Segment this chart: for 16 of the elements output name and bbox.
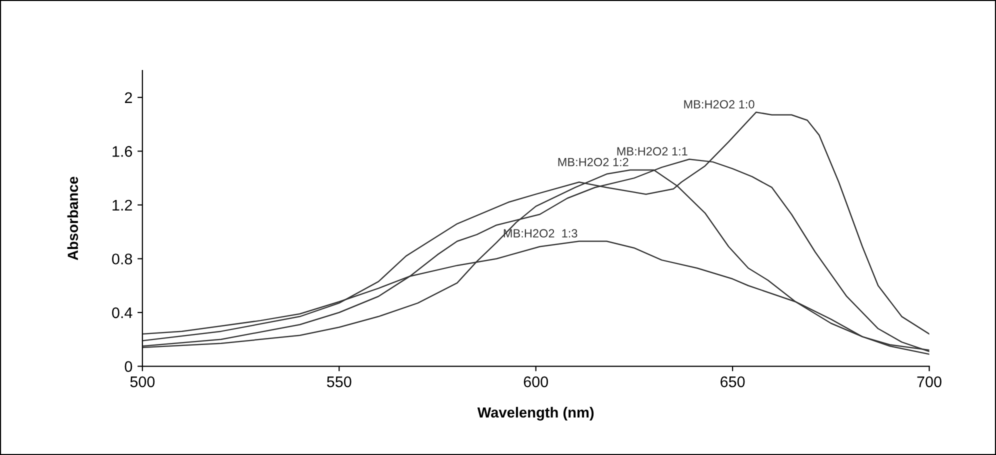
- y-tick-label: 1.6: [112, 146, 132, 157]
- series-label: MB:H2O2 1:1: [617, 147, 688, 156]
- y-tick-label: 2: [124, 92, 132, 103]
- x-tick-label: 550: [327, 376, 352, 388]
- y-axis-title: Absorbance: [67, 176, 78, 260]
- series-label: MB:H2O2 1:2: [558, 158, 628, 166]
- x-tick-label: 600: [524, 376, 548, 388]
- x-tick-label: 500: [130, 376, 155, 388]
- x-tick-label: 700: [917, 376, 942, 388]
- y-tick-label: 0: [124, 361, 132, 372]
- x-tick-label: 650: [720, 376, 745, 388]
- series-label: MB:H2O2 1:0: [684, 100, 754, 108]
- y-tick-label: 0.8: [112, 254, 132, 264]
- y-tick-label: 1.2: [112, 200, 132, 210]
- y-tick-label: 0.4: [112, 307, 132, 318]
- x-axis-title: Wavelength (nm): [477, 406, 594, 421]
